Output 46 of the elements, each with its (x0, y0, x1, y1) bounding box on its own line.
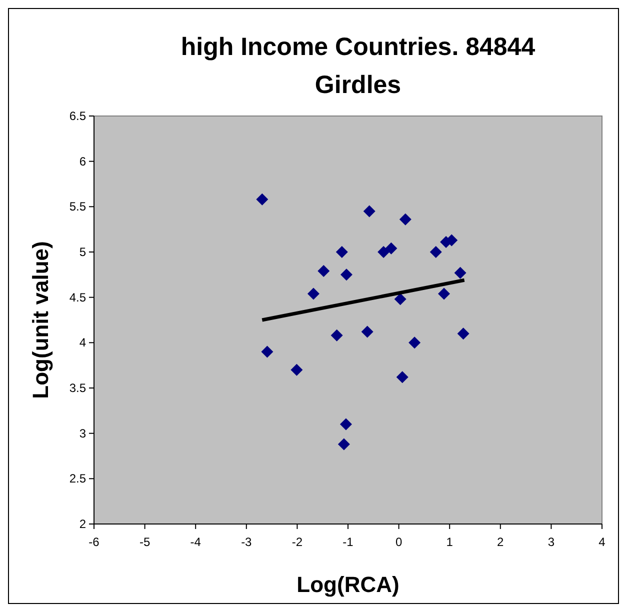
point (457, 328, 470, 340)
y-tick-label: 4.5 (69, 290, 86, 304)
x-tick-label: 0 (395, 535, 402, 549)
y-tick-label: 3.5 (69, 381, 86, 395)
y-tick-label: 2.5 (69, 472, 86, 486)
point (290, 364, 303, 376)
point (399, 213, 412, 226)
y-tick-label: 6.5 (69, 109, 86, 123)
y-tick-label: 2 (79, 517, 86, 531)
y-tick-label: 6 (79, 154, 86, 168)
point (338, 438, 350, 450)
point (340, 268, 352, 281)
x-tick-label: 3 (548, 535, 555, 549)
point (363, 205, 376, 218)
point (261, 346, 274, 358)
point (408, 336, 421, 349)
point (361, 326, 374, 338)
point (385, 242, 398, 254)
y-tick-label: 5.5 (69, 200, 86, 214)
chart-title: high Income Countries. 84844 Girdles (180, 33, 536, 99)
x-tick-label: -2 (292, 535, 303, 549)
x-tick-label: 4 (598, 535, 606, 549)
x-axis-title: Log(RCA) (296, 572, 400, 597)
y-axis-title: Log(unit value) (28, 241, 53, 399)
x-tick-label: 1 (446, 535, 454, 549)
x-tick-label: -6 (88, 535, 100, 549)
y-tick-label: 5 (79, 245, 86, 259)
point (307, 288, 320, 300)
point (336, 246, 348, 258)
x-tick-label: -4 (190, 535, 202, 549)
point (256, 193, 268, 206)
point (430, 246, 442, 258)
point (330, 329, 343, 342)
x-tick-label: -1 (342, 535, 354, 549)
point (396, 371, 408, 384)
y-tick-label: 4 (79, 336, 86, 350)
point (454, 266, 466, 279)
point (318, 265, 330, 278)
x-tick-label: 2 (497, 535, 504, 549)
y-tick-label: 3 (79, 426, 86, 440)
point (340, 418, 352, 430)
point (438, 288, 450, 300)
point (378, 246, 390, 258)
x-tick-label: -5 (139, 535, 150, 549)
x-tick-label: -3 (241, 535, 252, 549)
point (394, 293, 406, 306)
